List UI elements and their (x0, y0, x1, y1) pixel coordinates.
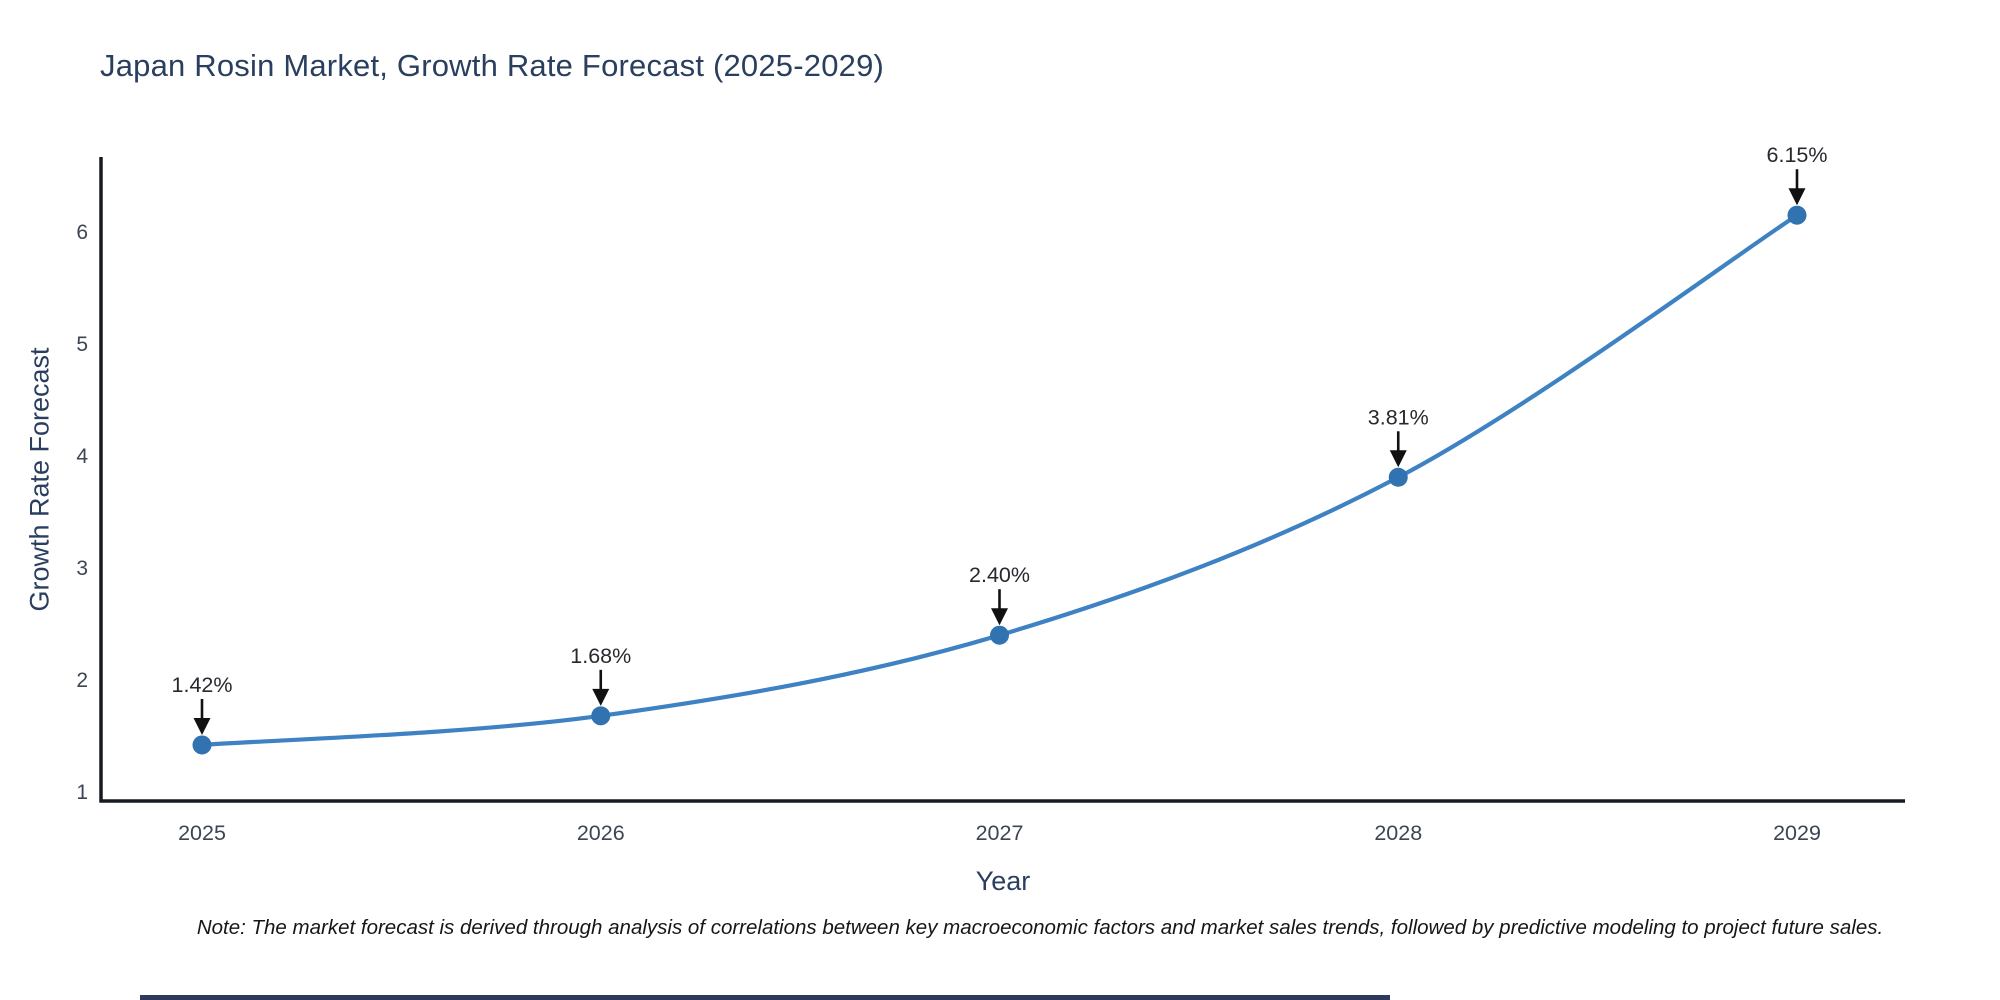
annotation-arrowhead-icon (592, 688, 610, 706)
point-value-label: 2.40% (969, 563, 1030, 587)
y-tick-label: 1 (76, 781, 88, 804)
annotation-arrowhead-icon (1788, 188, 1806, 206)
y-tick-label: 3 (76, 557, 88, 580)
data-point-marker (1388, 467, 1408, 487)
y-tick-label: 6 (76, 221, 88, 244)
y-tick-label: 5 (76, 333, 88, 356)
axis-lines (99, 157, 1905, 803)
x-axis-title: Year (975, 866, 1031, 896)
data-point-marker (990, 625, 1009, 645)
bottom-accent-bar (140, 995, 1390, 1000)
point-value-label: 3.81% (1368, 405, 1429, 429)
annotation-arrowhead-icon (1389, 450, 1407, 468)
annotation-arrowhead-icon (991, 608, 1008, 626)
forecast-line (199, 213, 1800, 748)
point-value-label: 1.68% (570, 644, 631, 668)
y-tick-label: 4 (76, 445, 88, 468)
annotation-arrowhead-icon (193, 717, 211, 735)
point-value-label: 1.42% (172, 673, 233, 697)
data-point-marker (192, 735, 212, 755)
x-tick-label: 2025 (178, 821, 226, 845)
data-point-marker (1787, 205, 1807, 225)
x-tick-label: 2026 (577, 821, 625, 845)
point-value-label: 6.15% (1767, 143, 1828, 167)
x-tick-label: 2029 (1773, 821, 1821, 845)
footnote: Note: The market forecast is derived thr… (196, 916, 1884, 939)
chart-title: Japan Rosin Market, Growth Rate Forecast… (100, 48, 885, 83)
y-tick-label: 2 (76, 669, 88, 692)
x-tick-label: 2028 (1374, 821, 1422, 845)
y-axis-title: Growth Rate Forecast (24, 347, 55, 612)
x-tick-label: 2027 (976, 821, 1024, 845)
data-point-marker (591, 706, 611, 726)
